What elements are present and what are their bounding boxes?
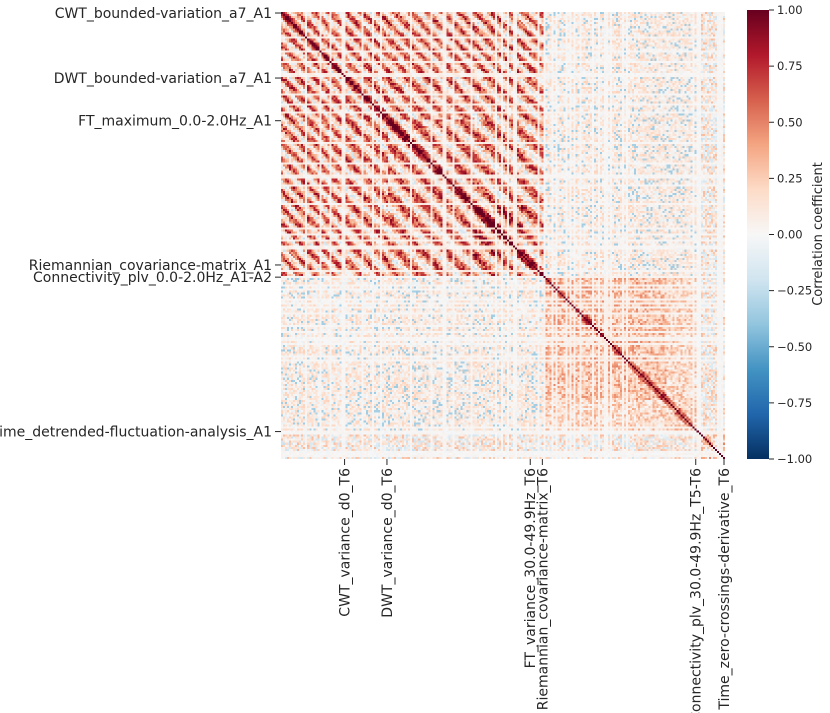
heatmap-cells [281, 12, 725, 459]
colorbar-tick-label: 0.75 [777, 59, 803, 73]
colorbar-label: Correlation coefficient [811, 162, 826, 306]
x-tick-label: CWT_variance_d0_T6 [338, 468, 354, 617]
colorbar-tick-label: 0.25 [777, 171, 803, 185]
colorbar-tick-label: −0.25 [777, 284, 812, 298]
x-tick-label: Time_zero-crossings-derivative_T6 [717, 468, 733, 711]
colorbar-tick-label: −0.75 [777, 396, 812, 410]
colorbar-ticks: 1.00 0.75 0.50 0.25 0.00 −0.25 −0.50 −0.75 −1.00 [769, 3, 812, 466]
y-tick-label: Connectivity_plv_0.0-2.0Hz_A1-A2 [33, 270, 272, 286]
colorbar-gradient [747, 10, 769, 459]
x-tick-label: DWT_variance_d0_T6 [380, 468, 396, 618]
colorbar-tick-label: 0.50 [777, 115, 803, 129]
y-tick-label: Riemannian_covariance-matrix_A1 [29, 258, 272, 274]
heatmap-raster [281, 12, 725, 459]
x-tick-label: FT_variance_30.0-49.9Hz_T6 [523, 468, 539, 668]
colorbar-tick-label: −1.00 [777, 452, 812, 466]
colorbar-tick-label: 0.00 [777, 228, 803, 242]
x-tick-label: Riemannian_covariance-matrix_T6 [535, 468, 551, 710]
y-tick-label: CWT_bounded-variation_a7_A1 [55, 6, 272, 22]
colorbar: 1.00 0.75 0.50 0.25 0.00 −0.25 −0.50 −0.75 −1.00… [747, 3, 826, 466]
y-axis-ticks: CWT_bounded-variation_a7_A1 DWT_bounded-v… [0, 6, 281, 441]
y-tick-label: FT_maximum_0.0-2.0Hz_A1 [78, 114, 272, 130]
colorbar-tick-label: −0.50 [777, 340, 812, 354]
x-tick-label: Connectivity_plv_30.0-49.9Hz_T5-T6 [689, 468, 705, 713]
heatmap-plot-area [281, 12, 725, 459]
colorbar-tick-label: 1.00 [777, 3, 803, 17]
y-tick-label: Time_detrended-fluctuation-analysis_A1 [0, 425, 272, 441]
y-tick-label: DWT_bounded-variation_a7_A1 [54, 71, 272, 87]
x-axis-ticks: CWT_variance_d0_T6 DWT_variance_d0_T6 FT_v… [338, 459, 733, 713]
